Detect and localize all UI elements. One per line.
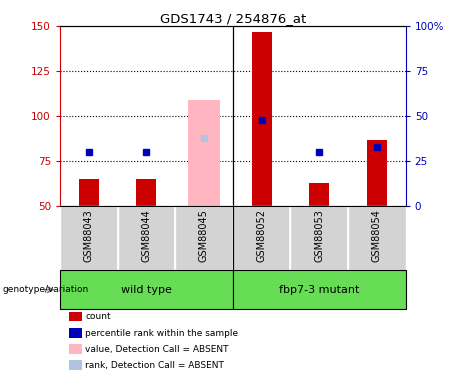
Bar bbox=[136, 179, 156, 206]
Text: GSM88052: GSM88052 bbox=[257, 209, 266, 262]
Bar bbox=[290, 206, 348, 270]
Text: GSM88053: GSM88053 bbox=[314, 209, 324, 262]
Bar bbox=[60, 206, 118, 270]
Text: wild type: wild type bbox=[121, 285, 172, 295]
Bar bbox=[309, 183, 329, 206]
Bar bbox=[118, 206, 175, 270]
Text: fbp7-3 mutant: fbp7-3 mutant bbox=[279, 285, 360, 295]
Text: count: count bbox=[85, 312, 111, 321]
Text: percentile rank within the sample: percentile rank within the sample bbox=[85, 328, 238, 338]
Bar bbox=[233, 206, 290, 270]
Text: genotype/variation: genotype/variation bbox=[2, 285, 89, 294]
Text: GSM88045: GSM88045 bbox=[199, 209, 209, 262]
Bar bbox=[252, 32, 272, 206]
Bar bbox=[175, 206, 233, 270]
Bar bbox=[79, 179, 99, 206]
Text: GSM88054: GSM88054 bbox=[372, 209, 382, 262]
Text: GSM88043: GSM88043 bbox=[84, 209, 94, 262]
Bar bbox=[60, 270, 233, 309]
Bar bbox=[367, 140, 387, 206]
Title: GDS1743 / 254876_at: GDS1743 / 254876_at bbox=[160, 12, 306, 25]
Text: value, Detection Call = ABSENT: value, Detection Call = ABSENT bbox=[85, 345, 229, 354]
Text: rank, Detection Call = ABSENT: rank, Detection Call = ABSENT bbox=[85, 361, 224, 370]
Text: GSM88044: GSM88044 bbox=[142, 209, 151, 262]
Bar bbox=[348, 206, 406, 270]
Bar bbox=[233, 270, 406, 309]
Bar bbox=[188, 100, 220, 206]
